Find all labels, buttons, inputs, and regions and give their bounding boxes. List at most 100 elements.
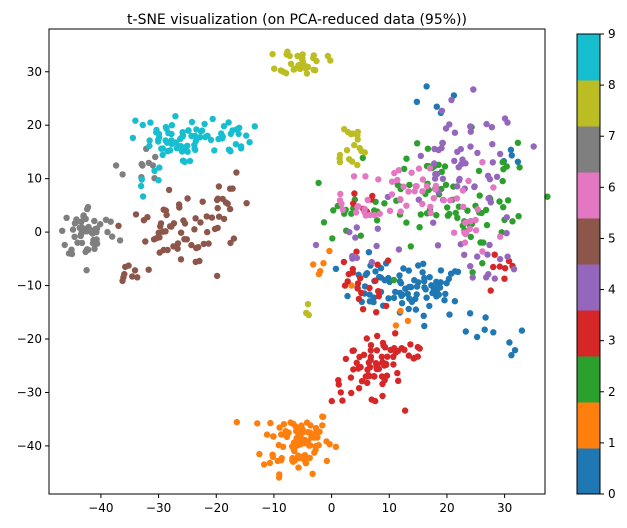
point-digit-0 (396, 278, 404, 285)
point-digit-7 (145, 159, 152, 167)
point-digit-3 (373, 309, 380, 316)
point-digit-3 (339, 397, 346, 404)
point-digit-5 (184, 195, 191, 202)
point-digit-7 (71, 233, 78, 240)
point-digit-2 (403, 219, 410, 226)
point-digit-5 (200, 240, 207, 248)
point-digit-9 (201, 120, 208, 128)
scatter-points (59, 48, 551, 481)
point-digit-0 (411, 277, 418, 284)
point-digit-6 (338, 200, 345, 208)
point-digit-2 (480, 239, 487, 246)
point-digit-6 (461, 229, 468, 236)
point-digit-0 (423, 294, 430, 301)
point-digit-3 (350, 366, 357, 373)
point-digit-6 (419, 188, 426, 195)
point-digit-1 (260, 461, 268, 468)
point-digit-0 (462, 328, 469, 335)
point-digit-2 (452, 209, 459, 217)
point-digit-0 (507, 146, 515, 153)
point-digit-4 (496, 150, 504, 158)
point-digit-9 (139, 193, 147, 200)
point-digit-4 (503, 214, 510, 221)
point-digit-5 (197, 219, 204, 226)
point-digit-6 (447, 197, 454, 204)
point-digit-0 (398, 300, 406, 307)
point-digit-8 (304, 301, 312, 308)
point-digit-3 (359, 306, 367, 313)
point-digit-4 (467, 123, 474, 130)
point-digit-4 (454, 183, 461, 190)
point-digit-1 (404, 317, 412, 325)
point-digit-9 (236, 124, 243, 131)
point-digit-6 (350, 173, 358, 180)
point-digit-4 (489, 141, 496, 148)
point-digit-9 (177, 142, 184, 150)
point-digit-0 (442, 290, 449, 298)
point-digit-6 (419, 200, 426, 208)
point-digit-6 (386, 207, 394, 214)
point-digit-9 (178, 148, 186, 155)
point-digit-3 (383, 302, 390, 310)
y-tick-label: −30 (17, 385, 42, 399)
point-digit-8 (356, 144, 363, 152)
y-tick-label: 20 (27, 118, 42, 132)
colorbar-segment-6 (577, 172, 600, 219)
point-digit-0 (406, 295, 413, 302)
point-digit-2 (444, 204, 451, 211)
point-digit-0 (365, 249, 373, 256)
point-digit-2 (373, 217, 381, 224)
y-tick-label: −40 (17, 439, 42, 453)
point-digit-9 (156, 164, 163, 171)
point-digit-4 (415, 196, 422, 203)
point-digit-3 (357, 275, 364, 282)
colorbar-segment-5 (577, 218, 600, 265)
point-digit-0 (413, 283, 421, 290)
point-digit-3 (348, 389, 355, 397)
point-digit-4 (489, 159, 496, 166)
point-digit-6 (430, 195, 437, 202)
point-digit-6 (460, 203, 467, 210)
point-digit-7 (97, 221, 104, 228)
point-digit-3 (365, 359, 372, 366)
point-digit-6 (432, 186, 439, 193)
point-digit-5 (125, 262, 132, 269)
point-digit-1 (293, 434, 300, 442)
point-digit-6 (440, 197, 447, 204)
point-digit-9 (132, 117, 139, 124)
point-digit-6 (362, 173, 369, 180)
plot-frame (48, 28, 546, 495)
point-digit-7 (109, 233, 116, 240)
point-digit-2 (359, 154, 366, 162)
point-digit-5 (192, 215, 199, 222)
point-digit-7 (80, 212, 87, 220)
point-digit-1 (276, 424, 283, 431)
point-digit-3 (351, 190, 358, 197)
point-digit-2 (499, 177, 506, 185)
point-digit-0 (392, 288, 399, 296)
point-digit-3 (372, 277, 379, 284)
point-digit-1 (303, 419, 311, 426)
point-digit-9 (179, 157, 187, 164)
point-digit-2 (516, 164, 523, 171)
point-digit-9 (165, 129, 172, 137)
point-digit-3 (335, 381, 342, 388)
point-digit-0 (390, 294, 398, 302)
point-digit-2 (315, 179, 322, 187)
point-digit-0 (420, 312, 427, 319)
point-digit-3 (378, 353, 385, 360)
point-digit-0 (466, 310, 474, 317)
point-digit-0 (421, 322, 428, 330)
point-digit-6 (411, 188, 418, 195)
point-digit-3 (355, 385, 363, 392)
point-digit-7 (90, 236, 97, 244)
point-digit-0 (405, 267, 412, 274)
point-digit-6 (412, 183, 419, 190)
point-digit-3 (358, 289, 365, 297)
point-digit-4 (486, 241, 493, 249)
point-digit-5 (191, 226, 198, 233)
point-digit-8 (290, 66, 297, 73)
point-digit-3 (379, 392, 386, 400)
point-digit-1 (270, 433, 277, 440)
point-digit-1 (319, 413, 326, 420)
